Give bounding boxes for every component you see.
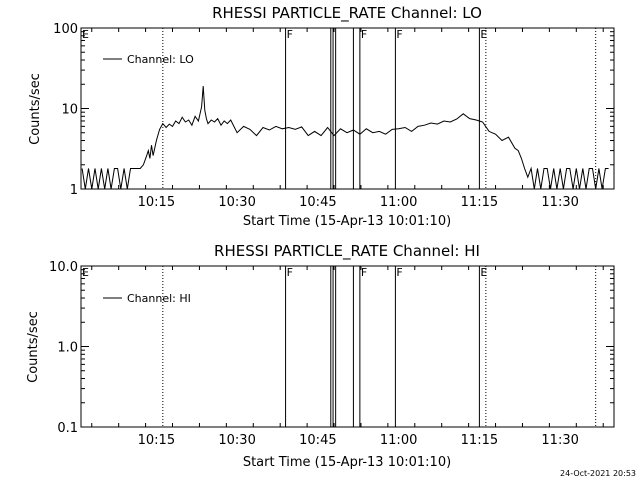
y-tick-label-lo: 10: [61, 103, 78, 118]
x-tick-label-hi: 11:30: [541, 433, 578, 448]
y-tick-label-hi: 10.0: [49, 260, 78, 275]
y-tick-label-lo: 1: [70, 183, 78, 198]
x-tick-label-lo: 10:15: [138, 195, 175, 210]
x-tick-label-hi: 10:45: [299, 433, 336, 448]
x-tick-label-hi: 10:15: [138, 433, 175, 448]
flag-label-lo: F: [396, 28, 402, 41]
series-line-lo: [81, 86, 609, 190]
y-axis-label-hi: Counts/sec: [26, 311, 41, 383]
x-tick-label-hi: 10:30: [218, 433, 255, 448]
y-axis-label-lo: Counts/sec: [28, 73, 43, 145]
legend-label-hi: Channel: HI: [127, 292, 191, 305]
x-axis-label-hi: Start Time (15-Apr-13 10:01:10): [243, 455, 451, 470]
footer-timestamp: 24-Oct-2021 20:53: [560, 469, 636, 478]
x-tick-label-lo: 11:30: [541, 195, 578, 210]
chart-title-lo: RHESSI PARTICLE_RATE Channel: LO: [212, 4, 482, 23]
flag-label-hi: F: [287, 266, 293, 279]
plot-frame-hi: [80, 265, 615, 428]
flag-label-lo: F: [287, 28, 293, 41]
flag-label-hi: F: [361, 266, 367, 279]
x-tick-label-lo: 11:15: [461, 195, 498, 210]
flag-label-left-lo: E: [82, 28, 89, 41]
x-tick-label-hi: 11:15: [461, 433, 498, 448]
x-tick-label-lo: 10:45: [299, 195, 336, 210]
x-axis-label-lo: Start Time (15-Apr-13 10:01:10): [243, 214, 451, 229]
panel-lo: RHESSI PARTICLE_RATE Channel: LO Counts/…: [28, 4, 615, 229]
legend-lo: Channel: LO: [103, 53, 194, 66]
panel-hi: RHESSI PARTICLE_RATE Channel: HI Counts/…: [26, 242, 615, 470]
legend-hi: Channel: HI: [103, 292, 191, 305]
flag-label-hi: F: [396, 266, 402, 279]
flag-label-left-hi: E: [82, 266, 89, 279]
y-tick-label-hi: 1.0: [57, 341, 78, 356]
y-tick-label-lo: 100: [53, 22, 78, 37]
x-tick-label-lo: 10:30: [218, 195, 255, 210]
chart-title-hi: RHESSI PARTICLE_RATE Channel: HI: [214, 242, 480, 261]
flag-label-lo: E: [480, 28, 487, 41]
y-tick-label-hi: 0.1: [57, 421, 78, 436]
flag-label-lo: F: [361, 28, 367, 41]
x-tick-label-hi: 11:00: [380, 433, 417, 448]
legend-label-lo: Channel: LO: [127, 53, 194, 66]
flag-label-hi: E: [480, 266, 487, 279]
x-tick-label-lo: 11:00: [380, 195, 417, 210]
